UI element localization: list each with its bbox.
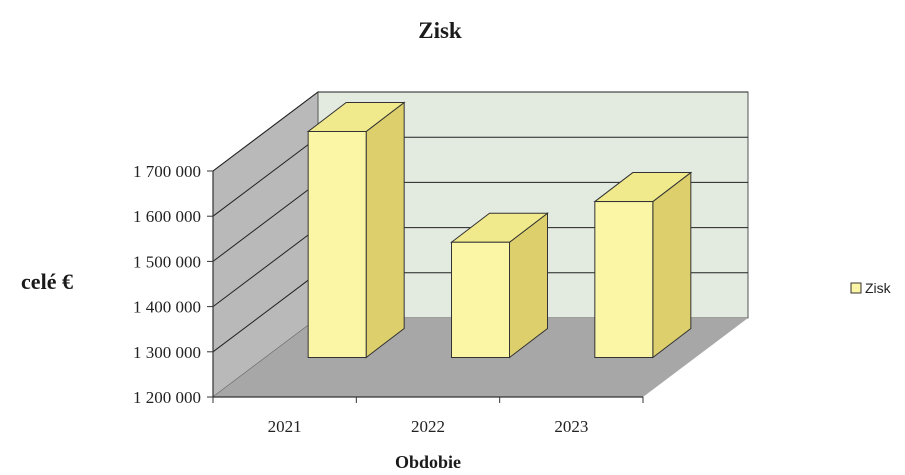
y-tick-label: 1 600 000 — [133, 207, 201, 226]
bar — [306, 101, 406, 359]
x-tick-label: 2023 — [554, 417, 588, 436]
legend-swatch — [850, 282, 862, 294]
gridline — [212, 91, 748, 172]
chart-title: Zisk — [418, 18, 462, 43]
legend-label: Zisk — [865, 280, 892, 296]
y-tick-label: 1 200 000 — [133, 388, 201, 407]
bar-side — [652, 171, 692, 359]
bar — [593, 171, 693, 359]
x-axis-title: Obdobie — [395, 452, 461, 472]
bars — [306, 101, 693, 359]
bar-front — [451, 241, 510, 359]
x-tick-label: 2021 — [268, 417, 302, 436]
y-axis-ticks: 1 200 000 1 300 000 1 400 000 1 500 000 1 60… — [133, 162, 213, 407]
y-axis-title: celé € — [21, 269, 73, 294]
legend: Zisk — [850, 280, 892, 296]
bar-front — [594, 201, 654, 358]
y-tick-label: 1 500 000 — [133, 252, 201, 271]
bar-front — [307, 131, 367, 358]
bar-side — [365, 101, 405, 359]
y-tick-label: 1 400 000 — [133, 298, 201, 317]
y-tick-label: 1 700 000 — [133, 162, 201, 181]
x-axis-ticks: 2021 2022 2023 — [212, 397, 644, 436]
x-tick-label: 2022 — [411, 417, 445, 436]
bar — [450, 212, 549, 359]
y-tick-label: 1 300 000 — [133, 343, 201, 362]
